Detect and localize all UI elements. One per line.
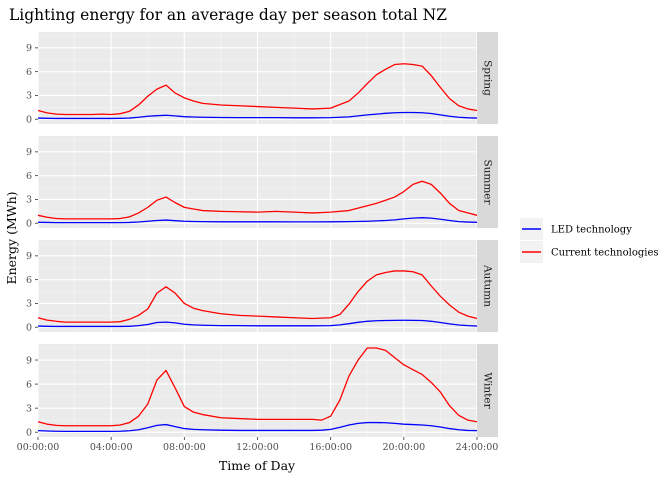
y-tick-label: 3 <box>26 403 32 414</box>
y-tick-label: 6 <box>26 171 32 182</box>
facet-strip-label: Spring <box>482 60 494 96</box>
chart-title: Lighting energy for an average day per s… <box>9 6 447 24</box>
y-tick-label: 3 <box>26 195 32 206</box>
facet-strip-label: Summer <box>482 159 494 205</box>
series-line-led <box>37 111 478 120</box>
series-line-led <box>37 319 478 328</box>
x-tick-label: 00:00:00 <box>17 442 60 453</box>
legend: LED technology Current technologies <box>520 218 659 263</box>
y-tick-label: 9 <box>26 251 32 262</box>
facet-strip <box>477 240 498 332</box>
x-tick-label: 24:00:00 <box>456 442 499 453</box>
series-line-current <box>37 63 478 116</box>
legend-label: Current technologies <box>551 248 659 259</box>
y-tick-label: 0 <box>26 219 32 230</box>
x-tick-label: 12:00:00 <box>236 442 279 453</box>
facet-panel-summer: 0 3 6 9 Summer <box>26 136 498 230</box>
y-tick-label: 3 <box>26 91 32 102</box>
y-tick-label: 9 <box>26 147 32 158</box>
x-axis-title: Time of Day <box>219 458 296 473</box>
facet-strip-label: Winter <box>482 372 494 409</box>
x-tick-label: 20:00:00 <box>382 442 425 453</box>
series-line-current <box>37 180 478 220</box>
y-tick-label: 6 <box>26 379 32 390</box>
facet-strip-label: Autumn <box>482 264 494 307</box>
facet-panel-winter: 0 3 6 9 Winter <box>26 344 498 438</box>
y-tick-label: 6 <box>26 67 32 78</box>
facet-strip <box>477 32 498 124</box>
facet-panel-spring: 0 3 6 9 Spring <box>26 32 498 126</box>
y-tick-label: 9 <box>26 43 32 54</box>
y-tick-label: 0 <box>26 323 32 334</box>
x-tick-label: 08:00:00 <box>163 442 206 453</box>
series-line-led <box>37 217 478 224</box>
series-line-current <box>37 270 478 323</box>
series-line-led <box>37 421 478 433</box>
y-tick-label: 6 <box>26 275 32 286</box>
legend-label: LED technology <box>551 225 632 236</box>
facet-strip <box>477 344 498 437</box>
y-tick-label: 3 <box>26 299 32 310</box>
facet-strip <box>477 136 498 228</box>
y-tick-label: 0 <box>26 115 32 126</box>
y-tick-label: 9 <box>26 355 32 366</box>
x-tick-label: 16:00:00 <box>309 442 352 453</box>
facet-panel-autumn: 0 3 6 9 Autumn <box>26 240 498 334</box>
x-axis: 00:00:00 04:00:00 08:00:00 12:00:00 16:00:00… <box>17 437 499 453</box>
facet-panels: 0 3 6 9 Spring 0 3 6 9 Summer 0 3 6 9 Autumn 0 3 6 9 Winter <box>26 32 498 438</box>
y-tick-label: 0 <box>26 427 32 438</box>
y-axis-title: Energy (MWh) <box>4 191 19 284</box>
series-line-current <box>37 347 478 427</box>
x-tick-label: 04:00:00 <box>90 442 133 453</box>
